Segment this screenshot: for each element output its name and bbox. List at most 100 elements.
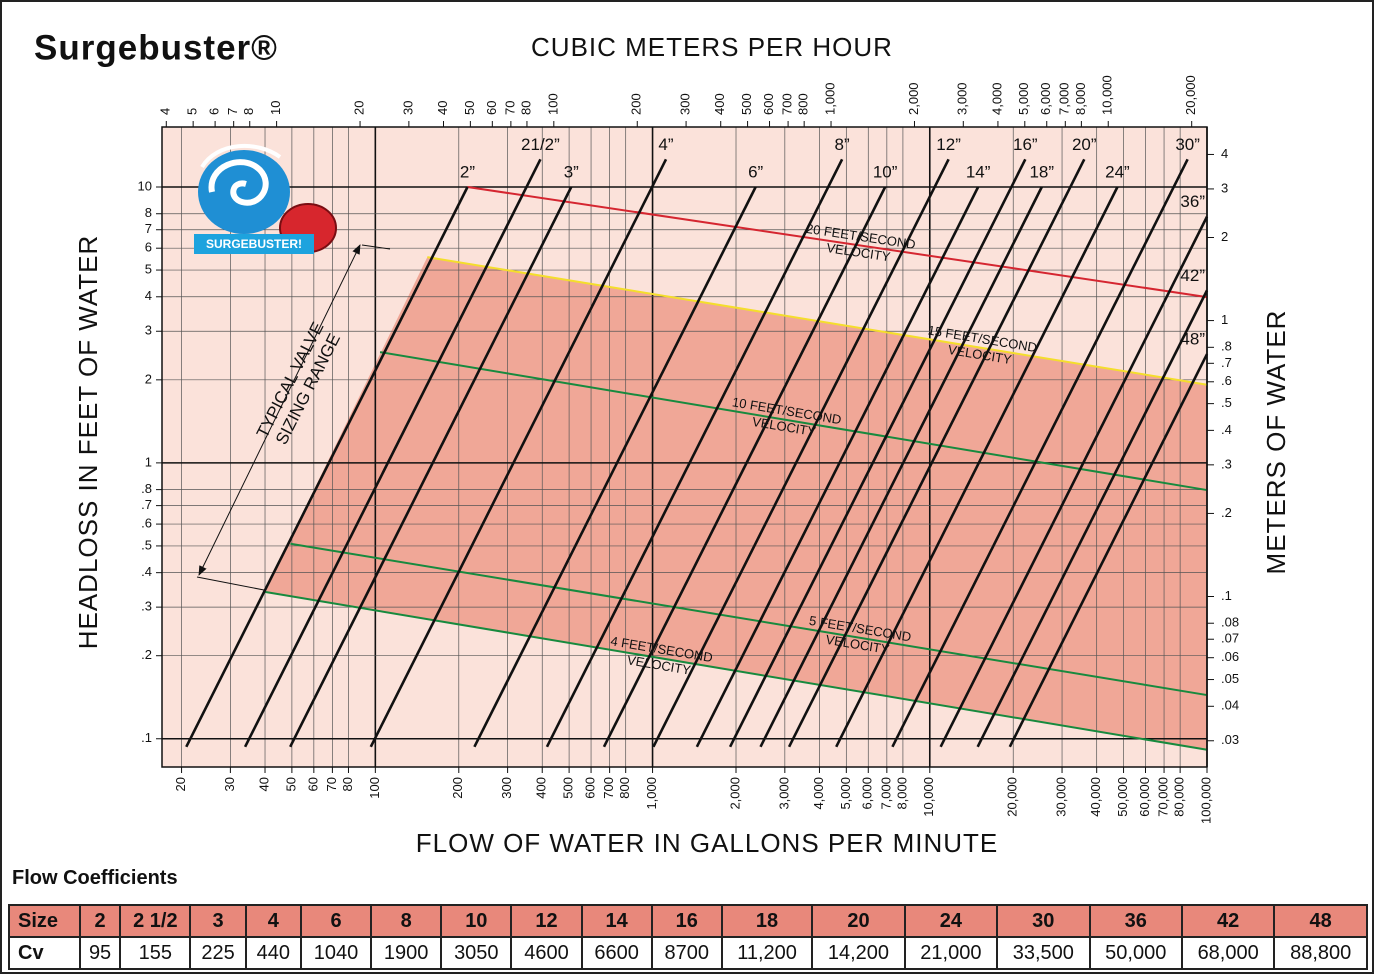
table-cell: 155 [119, 936, 192, 970]
x2-tick-label: 500 [739, 93, 754, 115]
chart: 20 30 40 50 60 70 80 100 200 300 400 500 600 700 800 1,… [34, 28, 1291, 858]
table-cell: 8700 [650, 936, 723, 970]
x-tick-label: 60,000 [1137, 777, 1152, 817]
x2-tick-label: 7 [225, 108, 240, 115]
x-tick-label: 400 [534, 777, 549, 799]
x-tick-label: 80 [340, 777, 355, 791]
x-tick-label: 8,000 [894, 777, 909, 810]
valve-label: 2” [460, 162, 475, 181]
x-tick-label: 100 [367, 777, 382, 799]
x2-tick-label: 200 [629, 93, 644, 115]
valve-line [652, 158, 950, 748]
table-cell: 440 [244, 936, 302, 970]
valve-label: 18” [1029, 162, 1054, 181]
y2-axis-title: METERS OF WATER [1261, 310, 1291, 575]
valve-line [545, 158, 844, 748]
y2-tick-label: .05 [1221, 671, 1239, 686]
table-cell: 14,200 [811, 936, 906, 970]
x-tick-label: 70,000 [1155, 777, 1170, 817]
plot-frame [161, 126, 1208, 768]
table-cell: 30 [996, 904, 1091, 938]
x-tick-label: 10,000 [921, 777, 936, 817]
y-tick-label: 2 [145, 371, 152, 386]
y-tick-label: .5 [141, 537, 152, 552]
x-tick-label: 500 [561, 777, 576, 799]
y2-tick-label: .8 [1221, 339, 1232, 354]
table-cell: 20 [811, 904, 906, 938]
x2-tick-label: 300 [678, 93, 693, 115]
y-tick-label: .7 [141, 497, 152, 512]
velocity-line [379, 351, 1208, 492]
y-tick-label: 4 [145, 288, 152, 303]
velocity-line [290, 542, 1208, 697]
x2-axis-title: CUBIC METERS PER HOUR [531, 32, 893, 62]
table-cell: 24 [903, 904, 999, 938]
valve-line [1008, 353, 1209, 748]
valve-line [473, 186, 757, 748]
x-tick-label: 50,000 [1115, 777, 1130, 817]
valve-label: 3” [564, 162, 579, 181]
x2-tick-label: 7,000 [1057, 82, 1072, 115]
valve-line [891, 158, 1189, 748]
y2-tick-label: .5 [1221, 395, 1232, 410]
x2-tick-label: 10 [268, 101, 283, 115]
x2-tick-label: 30 [400, 101, 415, 115]
table-cell: 36 [1088, 904, 1183, 938]
x2-tick-label: 40 [435, 101, 450, 115]
logo-swirl [200, 143, 282, 169]
y-tick-label: .6 [141, 516, 152, 531]
table-cell: 4 [244, 904, 302, 938]
annotation-arrow [198, 244, 361, 576]
table-cell: 50,000 [1088, 936, 1183, 970]
y2-tick-label: .4 [1221, 422, 1232, 437]
x2-tick-label: 6 [207, 108, 222, 115]
valve-label: 10” [873, 162, 898, 181]
y2-tick-label: .07 [1221, 631, 1239, 646]
y-axis-title: HEADLOSS IN FEET OF WATER [73, 235, 103, 650]
x2-tick-label: 3,000 [955, 82, 970, 115]
y-tick-label: .2 [141, 647, 152, 662]
x2-tick-label: 800 [796, 93, 811, 115]
table-cell: 21,000 [903, 936, 999, 970]
table-cell: 1900 [370, 936, 443, 970]
y2-tick-label: 4 [1221, 146, 1228, 161]
table-cell: 11,200 [720, 936, 814, 970]
valve-line [289, 186, 573, 748]
y-tick-label: 7 [145, 221, 152, 236]
x-tick-label: 1,000 [644, 777, 659, 810]
valve-line [602, 186, 887, 748]
x2-tick-label: 400 [712, 93, 727, 115]
valve-line [728, 158, 1027, 748]
y-tick-label: .4 [141, 564, 152, 579]
x2-tick-label: 8 [241, 108, 256, 115]
y2-tick-label: .04 [1221, 698, 1239, 713]
table-cell: 48 [1273, 904, 1368, 938]
y2-tick-label: .6 [1221, 373, 1232, 388]
x2-tick-label: 5 [185, 108, 200, 115]
y-tick-label: .1 [141, 730, 152, 745]
table-cell: 2 [78, 904, 122, 938]
table-row: Size 2 2 1/2 3 4 6 8 10 12 14 16 18 20 24 30 36 42 48 [8, 904, 1368, 938]
y2-tick-label: .2 [1221, 505, 1232, 520]
table-cell: Cv [8, 936, 81, 970]
x-tick-label: 5,000 [838, 777, 853, 810]
valve-label: 12” [936, 135, 961, 154]
table-cell: Size [8, 904, 81, 938]
valve-label: 4” [658, 135, 673, 154]
x-tick-label: 20 [173, 777, 188, 791]
x2-tick-label: 80 [518, 101, 533, 115]
table-cell: 6600 [580, 936, 653, 970]
table-cell: 1040 [299, 936, 373, 970]
valve-label: 21/2” [521, 135, 560, 154]
annotation-tick [361, 244, 391, 250]
x-tick-label: 7,000 [878, 777, 893, 810]
y-tick-label: .8 [141, 481, 152, 496]
x-tick-label: 4,000 [811, 777, 826, 810]
valve-label: 6” [748, 162, 763, 181]
x2-tick-label: 50 [462, 101, 477, 115]
y2-tick-label: 2 [1221, 229, 1228, 244]
velocity-line [467, 186, 1208, 299]
y2-tick-label: .7 [1221, 355, 1232, 370]
table-cell: 68,000 [1180, 936, 1276, 970]
y2-tick-label: .03 [1221, 732, 1239, 747]
